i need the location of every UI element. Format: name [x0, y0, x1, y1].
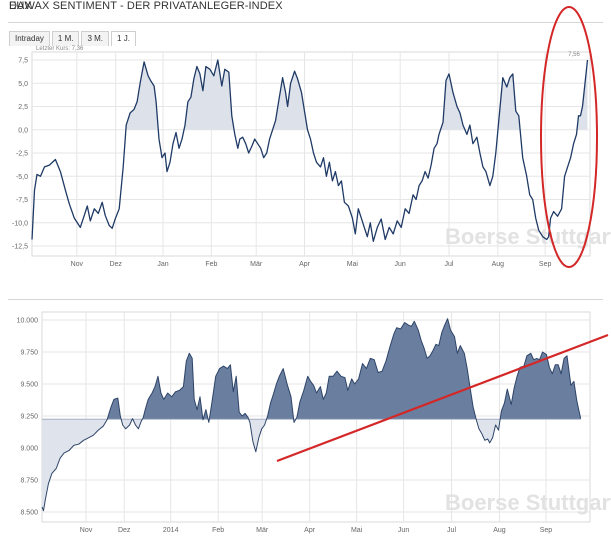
chart1-xtick-label: Feb [205, 261, 217, 268]
chart2-ytick-label: 8.500 [20, 510, 38, 517]
chart1-ytick-label: -7,5 [16, 197, 28, 204]
tab-intraday[interactable]: Intraday [9, 31, 50, 46]
chart2-area-below-baseline [42, 419, 501, 511]
chart2-ytick-label: 9.750 [20, 350, 38, 357]
chart1-xtick-label: Apr [299, 261, 311, 268]
chart1-ytick-label: -2,5 [16, 151, 28, 158]
chart1-xtick-label: Sep [539, 261, 552, 268]
chart2-group: 10.000 9.750 9.500 9.250 9.000 8.750 8.500 Nov D… [17, 311, 611, 534]
chart2-xtick-label: Jul [447, 527, 456, 534]
chart1-xtick-label: Aug [492, 261, 505, 268]
chart2-title-divider [8, 299, 603, 300]
chart1-xtick-label: Mär [250, 261, 263, 268]
chart1-ytick-label: 2,5 [18, 104, 28, 111]
chart2-title: DAX [9, 0, 32, 12]
annotation-ellipse [540, 6, 598, 268]
chart1-xtick-label: Dez [109, 261, 122, 268]
chart1-ytick-label: -10,0 [12, 220, 28, 227]
chart1-xtick-label: Nov [71, 261, 84, 268]
chart1-ytick-label: 5,0 [18, 81, 28, 88]
chart1-xtick-label: Jan [157, 261, 168, 268]
chart2-xtick-label: Dez [118, 527, 131, 534]
last-price-label: Letzter Kurs: 7,36 [36, 46, 84, 52]
chart2-xtick-label: 2014 [163, 527, 179, 534]
chart2-xtick-label: Jun [398, 527, 409, 534]
chart1-watermark: Boerse Stuttgart [445, 224, 611, 249]
chart1-area-above-zero [125, 60, 588, 130]
chart1-xtick-label: Jun [395, 261, 406, 268]
chart2-ytick-label: 9.250 [20, 414, 38, 421]
chart2-xtick-label: Sep [540, 527, 553, 534]
chart1-plot-frame [31, 51, 591, 257]
chart2-xtick-label: Nov [80, 527, 93, 534]
chart2-area-above-baseline [107, 318, 581, 420]
chart2-xtick-label: Aug [493, 527, 506, 534]
last-value-label: 7,56 [568, 52, 580, 58]
annotation-trendline [276, 333, 609, 463]
tab-1j[interactable]: 1 J. [111, 31, 136, 46]
chart1-title: EUWAX SENTIMENT - DER PRIVATANLEGER-INDE… [9, 0, 283, 12]
chart2-xtick-label: Feb [212, 527, 224, 534]
chart2-ytick-label: 9.500 [20, 382, 38, 389]
chart2-ytick-label: 10.000 [17, 318, 39, 325]
chart1-title-divider [8, 22, 603, 23]
chart1-xtick-label: Mai [347, 261, 359, 268]
chart1-ytick-label: -5,0 [16, 174, 28, 181]
chart1-xtick-label: Jul [445, 261, 454, 268]
chart1-ytick-label: -12,5 [12, 244, 28, 251]
chart2-xtick-label: Mai [351, 527, 363, 534]
chart2-series-line [41, 318, 582, 512]
tab-3m[interactable]: 3 M. [81, 31, 110, 46]
chart1-group: 7,5 5,0 2,5 0,0 -2,5 -5,0 -7,5 -10,0 -12,5 Nov Dez… [12, 51, 611, 268]
chart1-ytick-label: 7,5 [18, 58, 28, 65]
timeframe-tabs: Intraday 1 M. 3 M. 1 J. [9, 31, 138, 46]
chart2-ytick-label: 8.750 [20, 478, 38, 485]
tab-1m[interactable]: 1 M. [51, 31, 80, 46]
chart2-xtick-label: Apr [304, 527, 316, 534]
chart2-xtick-label: Mär [256, 527, 269, 534]
chart1-series-line [31, 59, 589, 242]
chart2-ytick-label: 9.000 [20, 446, 38, 453]
chart1-ytick-label: 0,0 [18, 127, 28, 134]
chart2-watermark: Boerse Stuttgart [445, 490, 611, 515]
